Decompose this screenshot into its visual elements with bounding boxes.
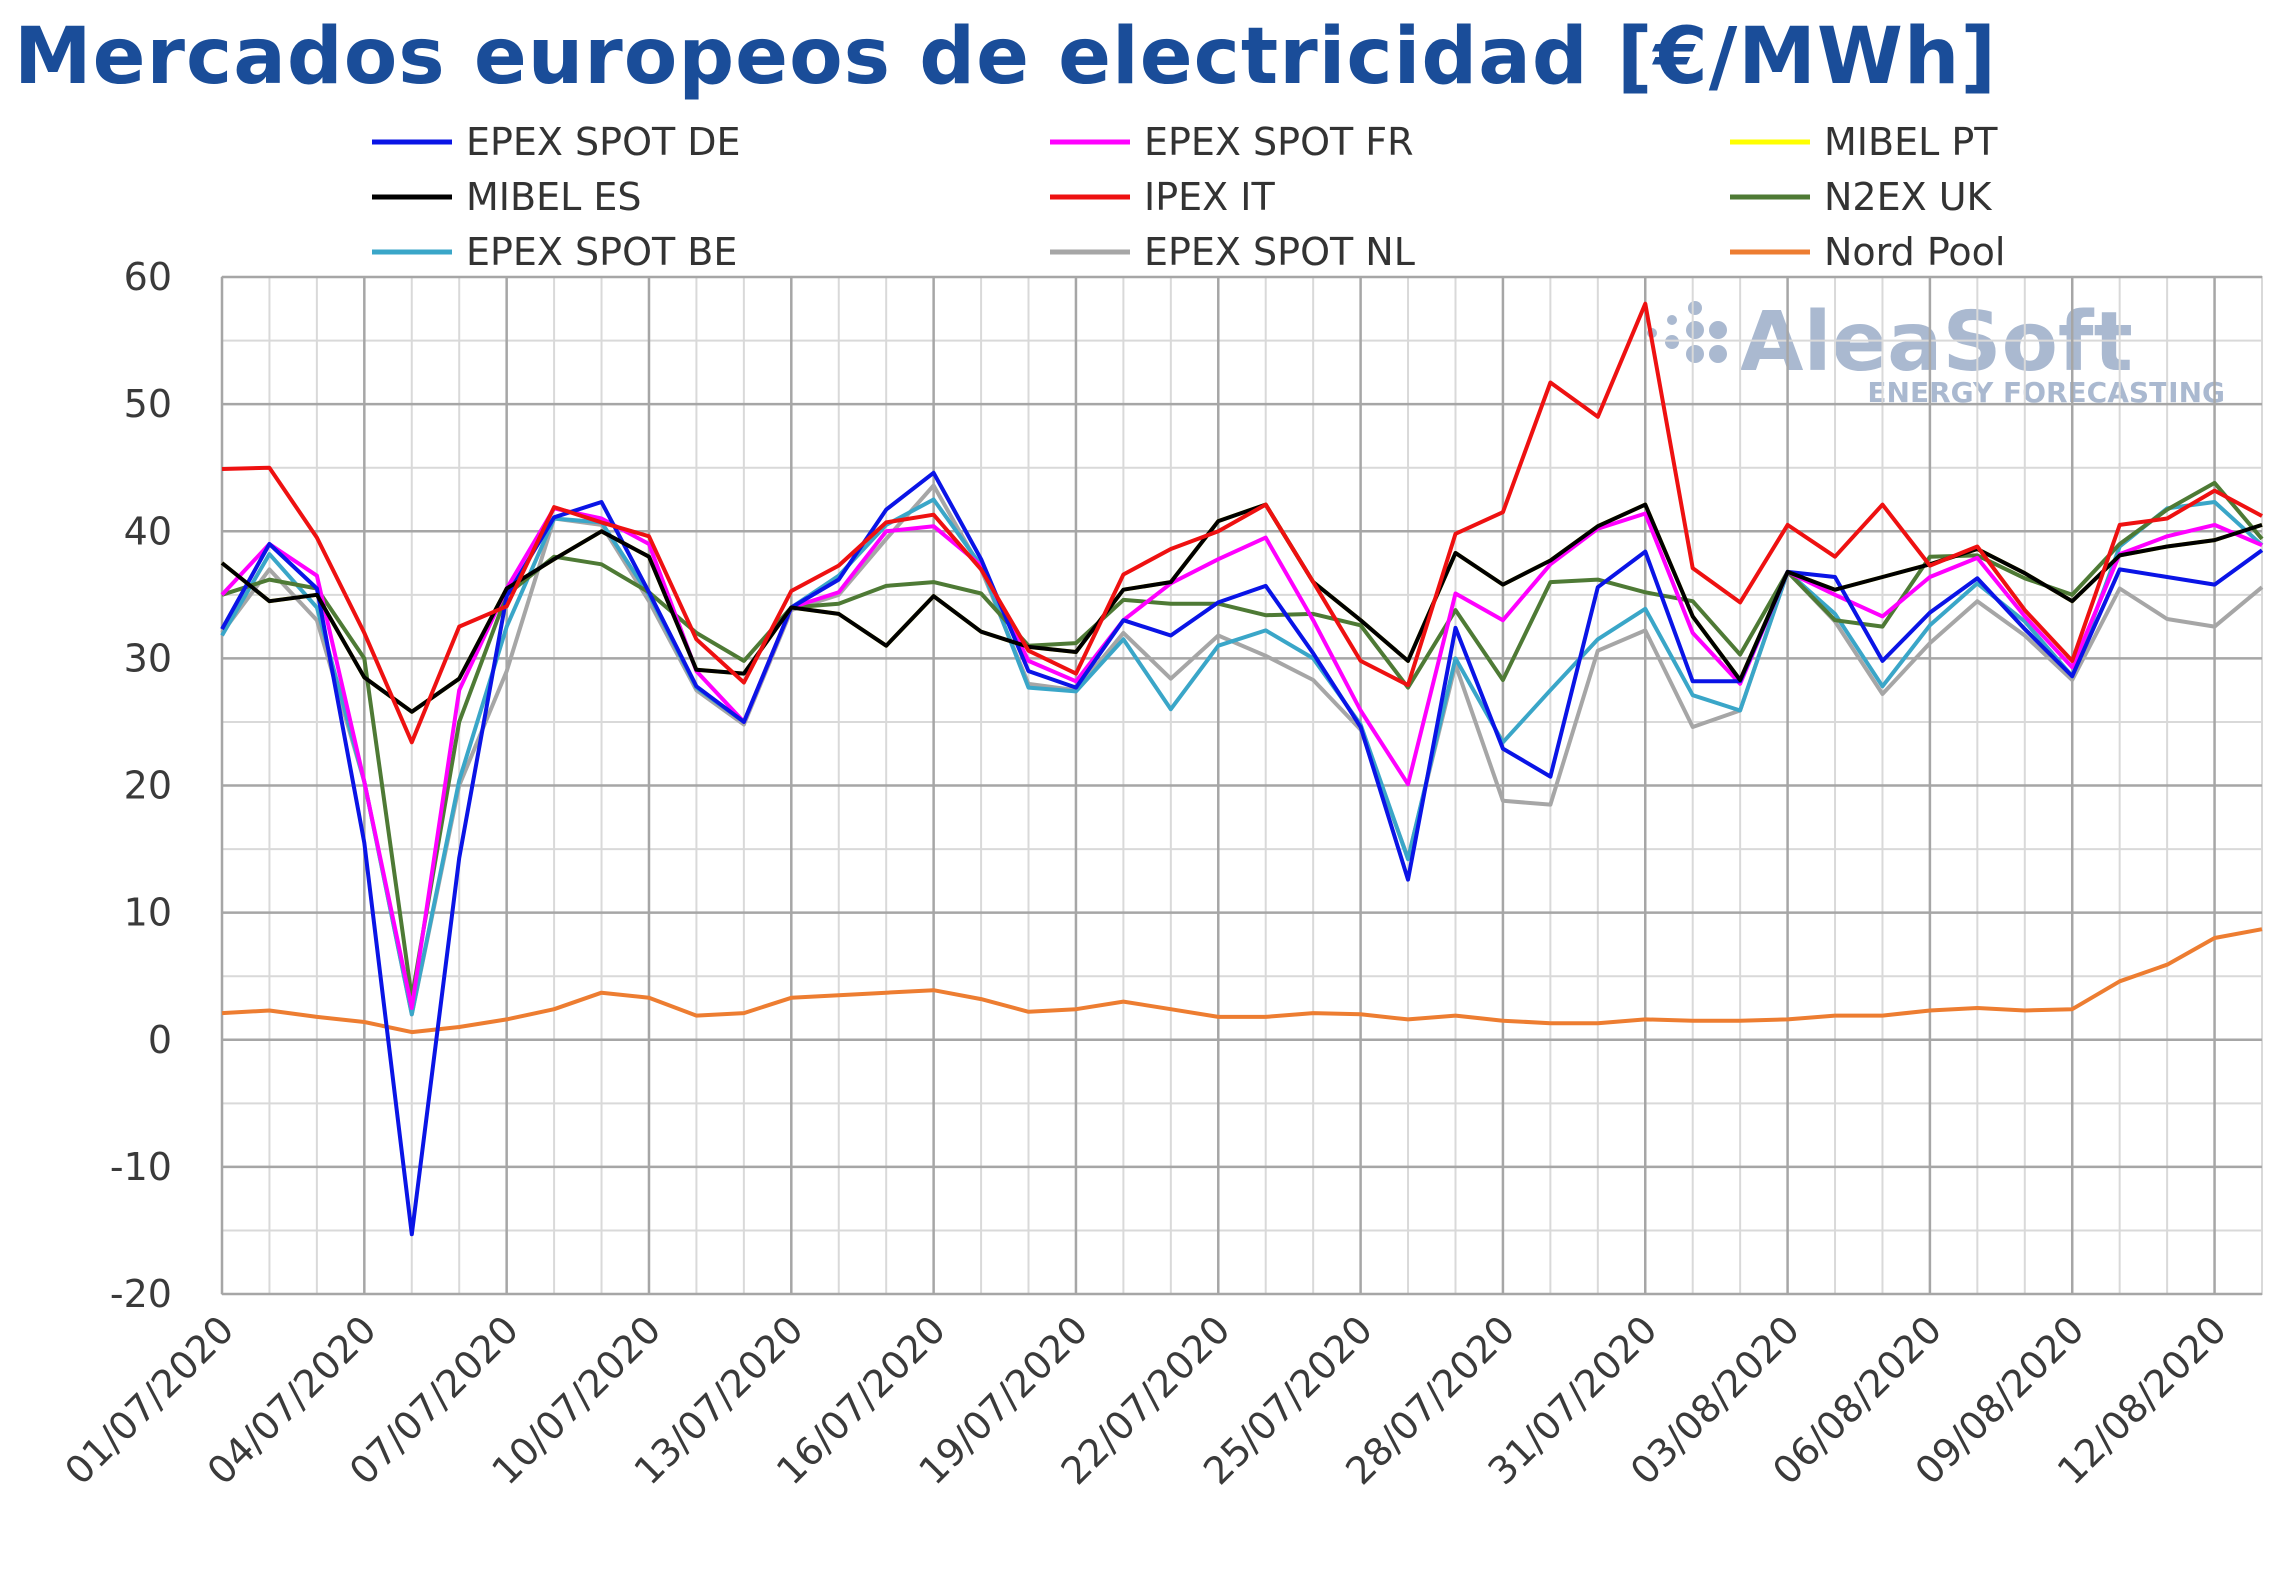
y-tick-label: -10 [110, 1145, 172, 1189]
aleasoft-logo-icon [1647, 301, 1727, 363]
grid [220, 275, 2263, 1296]
series-line-ipex-it [221, 301, 2263, 745]
y-tick-label: 20 [124, 764, 172, 808]
legend-label-nord-pool: Nord Pool [1824, 230, 2005, 274]
y-axis: -20 -10 0 10 20 30 40 50 60 [110, 255, 172, 1316]
legend-label-epex-spot-fr: EPEX SPOT FR [1144, 120, 1414, 164]
watermark-brand: AleaSoft [1740, 295, 2133, 390]
legend: EPEX SPOT DE EPEX SPOT FR MIBEL PT MIBEL ES… [372, 120, 2005, 274]
y-tick-label: 40 [124, 509, 172, 553]
y-tick-label: 60 [124, 255, 172, 299]
legend-label-n2ex-uk: N2EX UK [1824, 175, 1993, 219]
chart-title: Mercados europeos de electricidad [€/MWh… [14, 12, 1998, 102]
series-line-epex-spot-be [220, 497, 2264, 1017]
y-tick-label: -20 [110, 1272, 172, 1316]
series-line-nord-pool [221, 927, 2263, 1035]
y-tick-label: 30 [124, 636, 172, 680]
legend-label-epex-spot-de: EPEX SPOT DE [466, 120, 741, 164]
y-tick-label: 50 [124, 382, 172, 426]
legend-label-mibel-es: MIBEL ES [466, 175, 641, 219]
series-line-mibel-es [220, 502, 2263, 714]
y-tick-label: 10 [124, 891, 172, 935]
y-tick-label: 0 [148, 1018, 172, 1062]
legend-label-epex-spot-be: EPEX SPOT BE [466, 230, 737, 274]
plot-area [220, 301, 2264, 1237]
legend-label-ipex-it: IPEX IT [1144, 175, 1275, 219]
series-line-epex-spot-de [220, 470, 2264, 1237]
aleasoft-watermark: AleaSoft ENERGY FORECASTING [1647, 295, 2225, 409]
legend-label-epex-spot-nl: EPEX SPOT NL [1144, 230, 1415, 274]
series-line-epex-spot-fr [220, 506, 2263, 1010]
legend-label-mibel-pt: MIBEL PT [1824, 120, 1998, 164]
x-axis: 01/07/202004/07/202007/07/202010/07/2020… [56, 1307, 2235, 1493]
